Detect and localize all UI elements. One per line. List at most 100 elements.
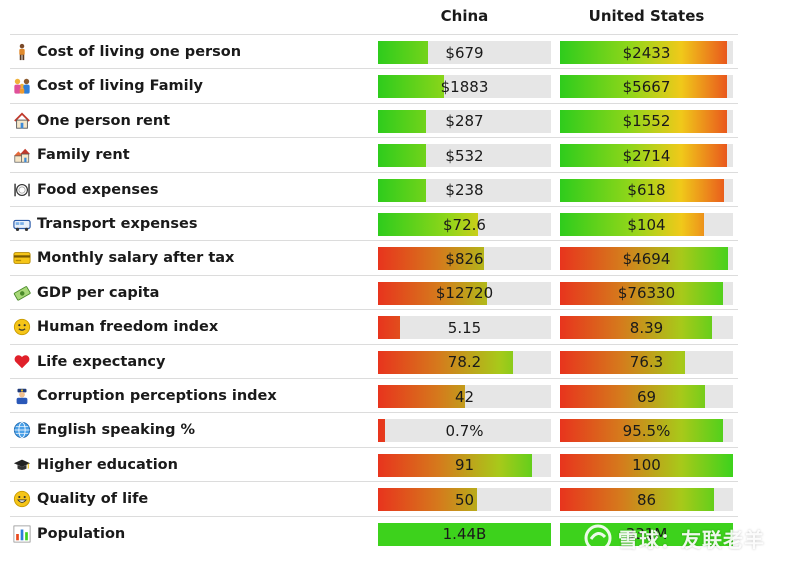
bar-fill	[378, 385, 465, 408]
bar-value: $1883	[440, 77, 489, 96]
header-china: China	[440, 7, 489, 25]
row-higher-education: Higher education 91 100	[10, 446, 738, 482]
bar-value: $238	[445, 181, 484, 200]
row-label-text: Food expenses	[37, 181, 159, 198]
united-states-bar: $5667	[560, 75, 733, 99]
bar-value: $826	[445, 249, 484, 268]
china-bar: $826	[378, 247, 551, 271]
row-label-text: Transport expenses	[37, 216, 198, 232]
row-cost-of-living-family: Cost of living Family $1883 $5667	[10, 68, 738, 103]
bar-value: 86	[636, 490, 657, 509]
bar-value: 1.44B	[442, 525, 487, 544]
bar-fill	[560, 109, 727, 133]
row-label: Population	[12, 517, 125, 551]
bus-icon	[12, 214, 32, 234]
united-states-bar: 100	[560, 453, 733, 477]
china-bar: $287	[378, 109, 551, 133]
row-label-text: One person rent	[37, 112, 171, 129]
united-states-bar: 8.39	[560, 316, 733, 340]
grinning-face-icon	[12, 489, 32, 509]
row-label: One person rent	[12, 104, 170, 138]
bar-value: 95.5%	[622, 421, 671, 440]
china-bar: $679	[378, 41, 551, 64]
bar-fill	[560, 385, 706, 408]
row-label-text: Population	[37, 525, 126, 542]
bar-value: 78.2	[447, 353, 482, 372]
bar-fill	[560, 178, 725, 202]
row-family-rent: Family rent $532 $2714	[10, 137, 738, 172]
bar-fill	[560, 75, 727, 99]
family-icon	[12, 76, 32, 96]
bar-value: 69	[636, 387, 657, 406]
united-states-bar: 69	[560, 385, 733, 408]
bar-value: 5.15	[447, 318, 482, 337]
row-gdp-per-capita: GDP per capita $12720 $76330	[10, 274, 738, 310]
row-label: Monthly salary after tax	[12, 241, 234, 275]
row-corruption-perceptions-index: Corruption perceptions index 42 69	[10, 378, 738, 413]
bar-fill	[560, 488, 714, 512]
united-states-bar: $2433	[560, 41, 733, 64]
bar-value: $72.6	[443, 215, 486, 234]
snowball-logo-icon	[584, 524, 612, 552]
smiley-face-icon	[12, 317, 32, 337]
bar-fill	[378, 488, 477, 512]
row-food-expenses: Food expenses $238 $618	[10, 171, 738, 207]
heart-icon	[12, 352, 32, 372]
bar-fill	[560, 247, 728, 271]
bar-value: $2433	[622, 43, 671, 62]
china-bar: 91	[378, 453, 551, 477]
bar-value: $2714	[622, 146, 671, 165]
row-label-text: Human freedom index	[37, 319, 219, 336]
header-united-states: United States	[588, 7, 705, 25]
row-quality-of-life: Quality of life 50 86	[10, 481, 738, 516]
row-monthly-salary-after-tax: Monthly salary after tax $826 $4694	[10, 240, 738, 275]
row-transport-expenses: Transport expenses $72.6 $104	[10, 206, 738, 241]
bar-fill	[560, 453, 733, 477]
bar-fill	[378, 522, 551, 546]
row-label: Food expenses	[12, 173, 159, 207]
bar-fill	[378, 419, 385, 443]
bar-fill	[378, 41, 429, 64]
china-bar: $532	[378, 144, 551, 168]
united-states-bar: 86	[560, 488, 733, 512]
row-cost-of-living-one-person: Cost of living one person $679 $2433	[10, 34, 738, 69]
plate-cutlery-icon	[12, 180, 32, 200]
bar-value: $532	[445, 146, 484, 165]
row-label: Family rent	[12, 138, 130, 172]
row-label: Corruption perceptions index	[12, 379, 277, 413]
bar-value: $4694	[622, 249, 671, 268]
united-states-bar: $1552	[560, 109, 733, 133]
bar-fill	[378, 178, 427, 202]
row-label-text: Life expectancy	[37, 353, 166, 370]
bar-fill	[378, 453, 532, 477]
globe-icon	[12, 420, 32, 440]
bar-fill	[560, 419, 723, 443]
bar-fill	[378, 75, 444, 99]
bar-value: 331M	[625, 525, 668, 544]
money-icon	[12, 283, 32, 303]
china-bar: $12720	[378, 281, 551, 305]
bar-value: $287	[445, 112, 484, 131]
police-officer-icon	[12, 386, 32, 406]
row-label: Cost of living Family	[12, 69, 203, 103]
bar-fill	[378, 316, 401, 340]
bar-value: 100	[632, 456, 661, 475]
bar-value: $12720	[435, 284, 494, 303]
china-bar: 42	[378, 385, 551, 408]
person-standing-icon	[12, 42, 32, 62]
house-icon	[12, 111, 32, 131]
bar-value: $1552	[622, 112, 671, 131]
bar-fill	[378, 213, 479, 236]
bar-value: $76330	[617, 284, 676, 303]
row-label-text: Family rent	[37, 147, 130, 164]
graduation-cap-icon	[12, 455, 32, 475]
row-label-text: GDP per capita	[37, 284, 160, 301]
row-label: Transport expenses	[12, 207, 197, 241]
row-label: Quality of life	[12, 482, 148, 516]
united-states-bar: $104	[560, 213, 733, 236]
row-one-person-rent: One person rent $287 $1552	[10, 102, 738, 138]
bar-value: $5667	[622, 77, 671, 96]
united-states-bar: $4694	[560, 247, 733, 271]
watermark-text: 雪球：友联老羊	[618, 527, 765, 552]
row-label: Human freedom index	[12, 310, 218, 344]
